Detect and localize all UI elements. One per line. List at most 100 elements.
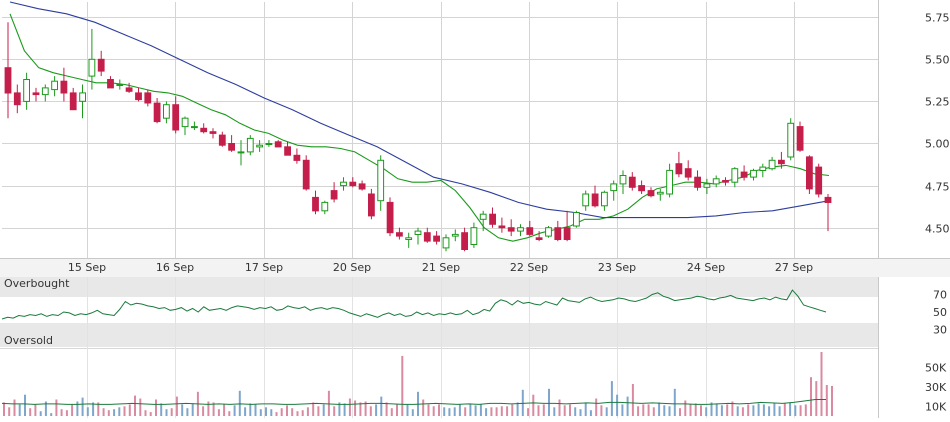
candle-body-down [796,126,804,151]
volume-bar [18,404,21,416]
volume-bar [637,406,640,416]
volume-bar [652,407,655,416]
volume-bar [34,404,37,416]
oversold-band [0,323,878,347]
date-tick-label: 24 Sep [687,261,725,274]
candle-body-down [302,159,310,190]
candle-body-down [4,67,12,94]
volume-bar [385,402,388,416]
candle-body-up [731,168,739,183]
candle-body-down [498,225,506,229]
candle-body-down [218,134,226,146]
volume-bar [720,405,723,416]
volume-bar [511,404,514,416]
candle-body-down [638,185,646,192]
candle-body-down [153,102,161,123]
volume-bar [579,409,582,416]
moving-average-lines [9,1,830,242]
overbought-band [0,277,878,297]
volume-bar [92,402,95,416]
oscillator-tick-label: 50 [933,306,947,319]
candle-body-up [759,166,767,172]
candle-body-down [107,79,114,89]
volume-bar [55,399,58,416]
volume-bar [406,404,409,416]
volume-bar [97,402,100,416]
volume-bar [238,390,241,416]
volume-bar [768,406,771,416]
candle-body-up [768,159,776,170]
volume-bar [244,407,247,416]
date-tick-label: 17 Sep [245,261,283,274]
volume-bar [438,404,440,416]
oscillator-line [1,289,827,320]
volume-bar [375,404,378,416]
price-tick-label: 4.50 [925,223,950,236]
volume-bar [286,405,288,416]
candle-body-down [396,232,403,237]
volume-bar [170,408,173,416]
candle-body-up [265,143,273,145]
date-tick-label: 15 Sep [68,261,106,274]
volume-bar [469,403,472,416]
volume-bar [684,400,687,416]
candle-body-down [312,196,319,212]
candle-body-up [479,213,487,220]
candle-body-down [274,141,282,148]
candle-body-up [610,183,618,192]
volume-bar [663,405,666,416]
oscillator-tick-label: 70 [933,289,947,302]
volume-bar [223,404,226,416]
volume-bar [102,408,105,416]
volume-bar [825,385,828,416]
volume-bar [265,407,267,416]
volume-bar [390,408,393,416]
volume-average-line [1,399,826,405]
volume-bar [731,401,734,416]
volume-bar [60,409,63,416]
volume-bar [553,407,556,416]
candle-body-down [97,58,105,72]
volume-bar [448,408,451,416]
candle-body-up [237,151,245,154]
volume-bar [160,403,163,416]
volume-bar [327,390,330,416]
volume-bar [3,402,5,416]
volume-bar [542,404,545,416]
volume-bar [275,412,278,416]
chart-gridlines [2,2,878,418]
candle-body-up [414,230,422,236]
candle-body-down [293,154,301,161]
volume-bar [490,407,493,416]
candle-body-up [116,84,124,86]
candle-body-down [628,176,636,188]
volume-bar [595,398,598,416]
candle-body-down [433,235,441,242]
candle-body-up [573,212,580,227]
candle-body-down [563,227,571,240]
volume-bar [621,404,624,416]
volume-bar [679,408,681,416]
volume-bar [139,398,142,416]
volume-bar [548,388,550,416]
candle-body-down [13,92,21,106]
volume-bar [762,404,765,416]
volume-bar [474,405,477,416]
volume-bar [427,404,430,416]
candle-body-up [51,80,59,91]
candle-body-down [722,180,729,183]
volume-bar [600,405,603,416]
volume-bar [29,408,32,416]
candle-body-down [330,190,338,200]
volume-bar [364,401,367,416]
volume-bar [605,407,608,416]
volume-bar [107,410,110,416]
volume-bar [464,407,467,416]
candle-body-up [545,227,552,237]
volume-bar [24,394,26,416]
volume-bar [301,410,304,416]
price-tick-label: 5.25 [925,96,950,109]
volume-bar [44,401,47,416]
volume-bar [396,404,398,416]
